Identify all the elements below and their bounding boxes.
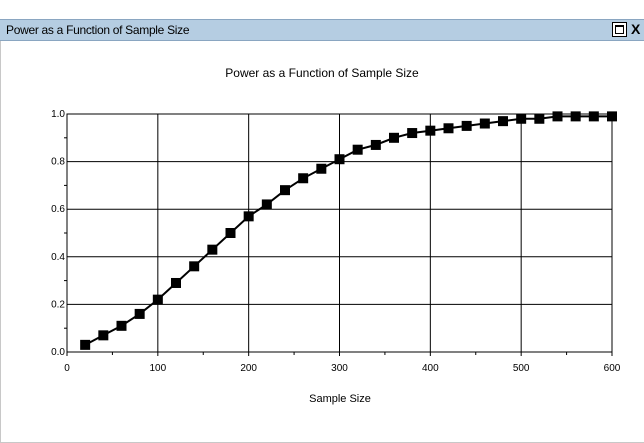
x-tick-label: 500 [513,363,530,374]
data-point [389,132,399,143]
data-point [607,111,617,122]
data-point [352,144,363,155]
data-point [516,113,527,124]
data-point [152,294,163,305]
x-tick-label: 300 [331,363,348,374]
data-point [171,277,181,288]
data-point [570,111,581,122]
data-point [407,128,418,139]
data-point [261,199,272,210]
window-titlebar[interactable]: Power as a Function of Sample Size X [0,19,644,41]
data-point [207,244,218,255]
data-point [498,116,508,127]
data-point [116,320,127,331]
data-point [225,228,236,238]
data-point [370,139,381,150]
x-axis-title: Sample Size [309,393,371,405]
x-tick-label: 200 [240,363,257,374]
close-icon[interactable]: X [631,21,641,37]
x-tick-label: 0 [64,363,70,374]
x-tick-label: 400 [422,363,439,374]
chart-title: Power as a Function of Sample Size [225,66,419,80]
x-tick-label: 600 [604,363,621,374]
data-point [425,125,436,136]
data-point [534,113,545,124]
y-tick-label: 0.8 [51,157,65,168]
data-point [98,330,109,341]
data-point [134,308,145,319]
window-frame-left [0,41,1,443]
data-point [479,118,490,129]
data-point [461,120,472,131]
data-point [334,154,345,165]
data-point [298,173,309,184]
data-point [243,211,254,222]
maximize-icon[interactable] [612,22,627,37]
y-tick-label: 0.6 [51,204,65,215]
top-strip [0,0,644,19]
y-tick-label: 1.0 [51,109,65,120]
y-tick-label: 0.0 [51,347,65,358]
data-point [189,261,200,272]
y-tick-label: 0.2 [51,299,65,310]
data-point [588,111,599,122]
data-point [80,339,91,350]
data-point [552,111,563,122]
x-tick-label: 100 [149,363,166,374]
plot-frame [66,113,613,353]
window-title: Power as a Function of Sample Size [6,23,190,37]
data-point [316,163,327,174]
data-point [280,185,290,196]
data-point [443,123,454,134]
y-tick-label: 0.4 [51,252,65,263]
